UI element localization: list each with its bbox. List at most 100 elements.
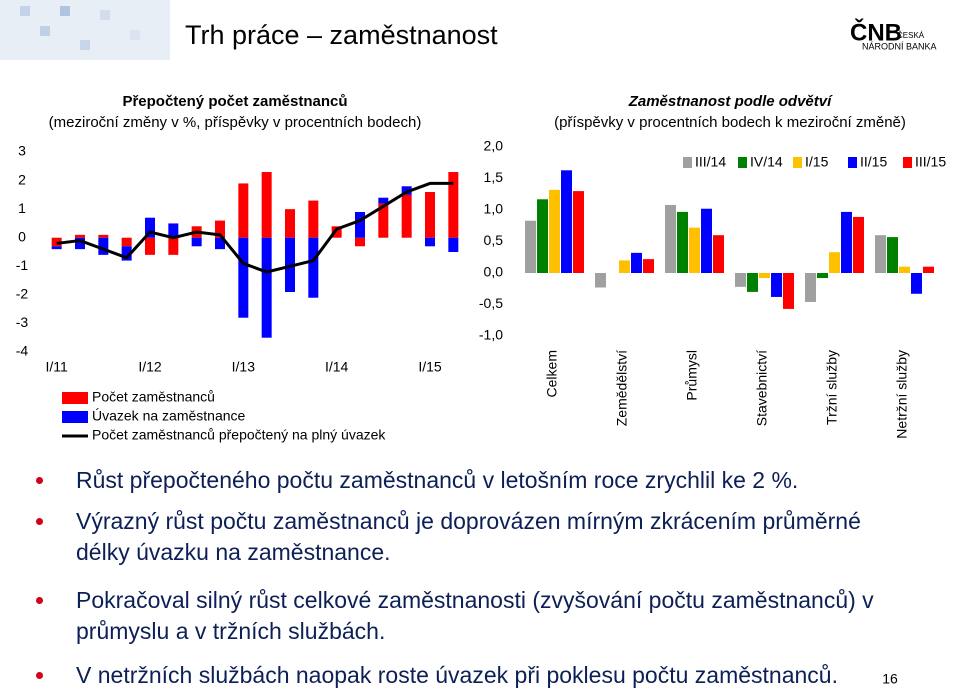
x-tick-label: Netržní služby <box>894 350 910 439</box>
y-tick-label: 3 <box>18 143 26 159</box>
bar <box>561 170 572 273</box>
bar <box>51 246 62 250</box>
y-tick-label: 0,0 <box>484 264 504 280</box>
bullet: V netržních službách naopak roste úvazek… <box>76 662 838 688</box>
bar <box>448 172 459 238</box>
x-tick-label: Průmysl <box>684 350 700 401</box>
legend-swatch <box>62 411 88 423</box>
x-tick-label: Zemědělství <box>614 350 630 426</box>
x-tick-label: I/14 <box>325 359 349 375</box>
x-tick-label: I/11 <box>46 359 69 375</box>
bar <box>735 273 746 287</box>
legend-label: Počet zaměstnanců přepočtený na plný úva… <box>92 427 386 443</box>
bar <box>401 194 412 238</box>
bar <box>677 211 688 273</box>
y-tick-label: -4 <box>16 343 29 359</box>
bar <box>425 237 435 247</box>
bar <box>168 237 179 255</box>
legend-label: I/15 <box>805 154 829 170</box>
bullet: Růst přepočteného počtu zaměstnanců v le… <box>76 467 799 493</box>
bar <box>923 266 934 273</box>
logo-line1: ČESKÁ <box>897 31 925 40</box>
bar <box>701 208 712 273</box>
bar <box>355 237 365 247</box>
right-chart-title: Zaměstnanost podle odvětví <box>628 93 833 110</box>
bar <box>145 217 155 238</box>
bar <box>643 259 654 273</box>
legend-swatch <box>62 392 88 404</box>
legend-swatch <box>738 157 747 168</box>
bar <box>331 226 342 238</box>
bar <box>285 209 295 238</box>
legend-label: III/14 <box>695 154 726 170</box>
y-tick-label: -3 <box>16 314 29 330</box>
bar <box>595 273 606 288</box>
logo-line2: NÁRODNÍ BANKA <box>862 41 937 51</box>
legend-label: Úvazek na zaměstnance <box>92 408 246 424</box>
bar <box>145 237 155 255</box>
bar <box>549 189 560 273</box>
bar <box>853 216 864 273</box>
legend-label: Počet zaměstnanců <box>92 389 215 405</box>
bar <box>875 235 886 273</box>
y-tick-label: -1,0 <box>479 327 503 343</box>
slide-title: Trh práce – zaměstnanost <box>185 20 498 50</box>
legend-label: IV/14 <box>750 154 783 170</box>
bar <box>783 273 794 309</box>
corner-decoration <box>0 0 170 60</box>
x-tick-label: I/12 <box>138 359 162 375</box>
bar <box>631 252 642 273</box>
y-tick-label: 2 <box>18 171 26 187</box>
bar <box>355 212 365 238</box>
bar <box>425 192 435 238</box>
bar <box>619 260 630 273</box>
legend-label: II/15 <box>860 154 887 170</box>
bullet-dot <box>36 672 43 679</box>
x-tick-label: I/13 <box>232 359 256 375</box>
bar <box>841 211 852 273</box>
page-number: 16 <box>882 671 898 687</box>
bar <box>829 252 840 273</box>
legend-swatch <box>683 157 692 168</box>
bar <box>121 237 132 247</box>
bar <box>121 246 132 261</box>
bullet-dot <box>36 477 43 484</box>
bullet: Pokračoval silný růst celkové zaměstnano… <box>76 587 874 644</box>
x-tick-label: Stavebnictví <box>754 350 770 426</box>
bar <box>168 223 179 238</box>
legend-label: III/15 <box>915 154 946 170</box>
bar <box>448 237 459 252</box>
bar <box>215 220 225 238</box>
right-chart-subtitle: (příspěvky v procentních bodech k meziro… <box>554 114 906 131</box>
bar <box>98 234 109 238</box>
left-chart-subtitle: (meziroční změny v %, příspěvky v procen… <box>49 114 422 131</box>
bar <box>817 273 828 279</box>
legend-swatch <box>903 157 912 168</box>
bullet-dot <box>36 518 43 525</box>
bar <box>573 191 584 273</box>
bar <box>759 273 770 279</box>
bar <box>899 266 910 273</box>
bullet: Výrazný růst počtu zaměstnanců je doprov… <box>76 508 861 565</box>
bar <box>665 204 676 273</box>
bar <box>911 273 922 294</box>
bar <box>713 235 724 273</box>
bar <box>75 237 85 250</box>
y-tick-label: 2,0 <box>484 138 504 154</box>
left-chart-title: Přepočtený počet zaměstnanců <box>122 93 347 110</box>
bar <box>261 237 272 338</box>
bar <box>261 172 272 238</box>
bar <box>689 227 700 273</box>
y-tick-label: 0 <box>18 228 26 244</box>
line <box>56 181 454 274</box>
bar <box>525 220 536 273</box>
legend-swatch <box>848 157 857 168</box>
bar <box>747 273 758 292</box>
bar <box>537 199 548 273</box>
y-tick-label: 1,5 <box>484 169 504 185</box>
y-tick-label: -2 <box>16 286 29 302</box>
bar <box>378 197 389 204</box>
bar <box>378 203 389 238</box>
